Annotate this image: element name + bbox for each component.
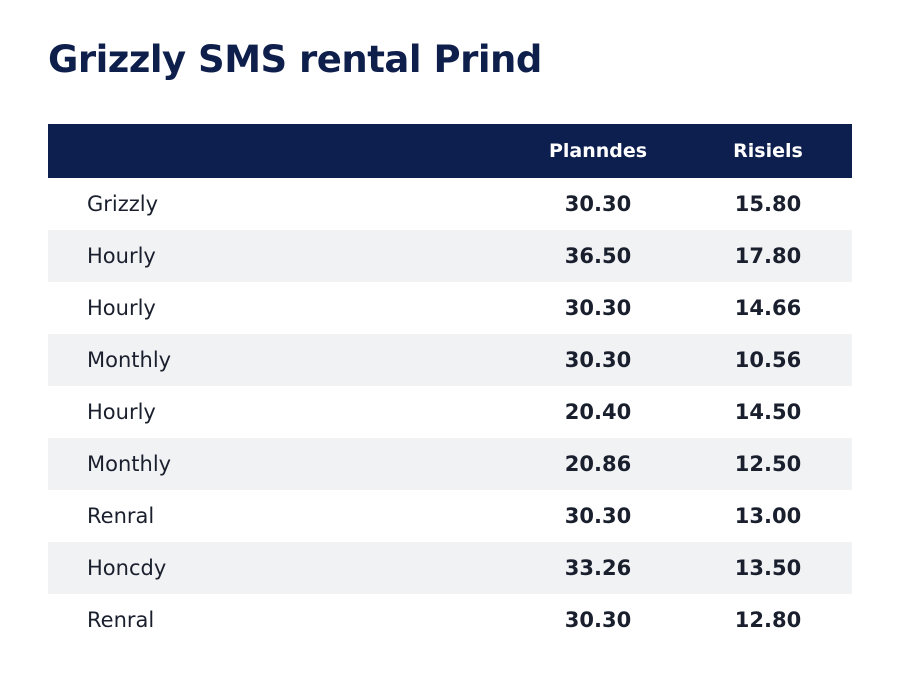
value-cell: 13.50 <box>734 556 802 580</box>
table-row: Renral 30.30 13.00 <box>48 490 852 542</box>
header-cell: Planndes <box>548 140 648 162</box>
value-cell: 14.66 <box>734 296 802 320</box>
row-label: Renral <box>87 504 155 528</box>
table-row: Honcdy 33.26 13.50 <box>48 542 852 594</box>
value-cell: 13.00 <box>734 504 802 528</box>
row-label: Grizzly <box>87 192 159 216</box>
table-row: Grizzly 30.30 15.80 <box>48 178 852 230</box>
header-cell: Risiels <box>733 140 803 162</box>
value-cell: 15.80 <box>734 192 802 216</box>
value-cell: 30.30 <box>564 192 632 216</box>
table-row: Renral 30.30 12.80 <box>48 594 852 646</box>
row-label: Hourly <box>87 400 156 424</box>
page-title: Grizzly SMS rental Prind <box>48 38 542 81</box>
table-row: Hourly 36.50 17.80 <box>48 230 852 282</box>
value-cell: 33.26 <box>564 556 632 580</box>
value-cell: 12.80 <box>734 608 802 632</box>
value-cell: 30.30 <box>564 348 632 372</box>
value-cell: 36.50 <box>564 244 632 268</box>
row-label: Renral <box>87 608 155 632</box>
value-cell: 30.30 <box>564 504 632 528</box>
row-label: Hourly <box>87 244 156 268</box>
table-header: Planndes Risiels <box>48 124 852 178</box>
value-cell: 20.86 <box>564 452 632 476</box>
value-cell: 20.40 <box>564 400 632 424</box>
row-label: Honcdy <box>87 556 167 580</box>
table-row: Hourly 30.30 14.66 <box>48 282 852 334</box>
row-label: Monthly <box>87 348 172 372</box>
table-row: Monthly 20.86 12.50 <box>48 438 852 490</box>
row-label: Monthly <box>87 452 172 476</box>
table-row: Hourly 20.40 14.50 <box>48 386 852 438</box>
value-cell: 17.80 <box>734 244 802 268</box>
table: Planndes Risiels Grizzly 30.30 15.80 Hourly… <box>48 124 852 646</box>
value-cell: 30.30 <box>564 296 632 320</box>
value-cell: 10.56 <box>734 348 802 372</box>
row-label: Hourly <box>87 296 156 320</box>
value-cell: 30.30 <box>564 608 632 632</box>
table-row: Monthly 30.30 10.56 <box>48 334 852 386</box>
value-cell: 12.50 <box>734 452 802 476</box>
value-cell: 14.50 <box>734 400 802 424</box>
